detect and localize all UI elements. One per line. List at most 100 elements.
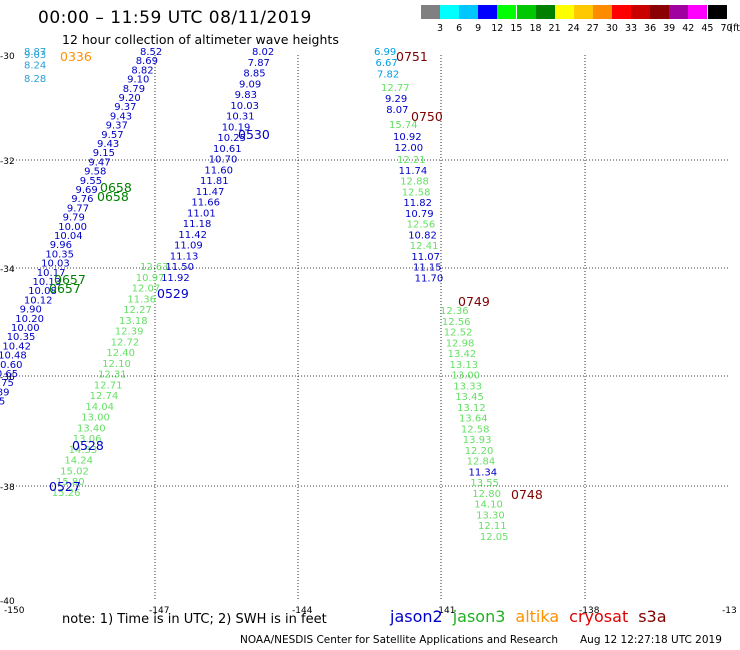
wave-height-label: 11.92 (161, 273, 190, 284)
color-swatch (421, 5, 441, 19)
wave-height-label: 7.87 (248, 58, 270, 69)
latitude-tick-label: -38 (0, 483, 15, 493)
pass-time-label: 0749 (458, 294, 490, 309)
longitude-tick-label: -144 (292, 606, 313, 616)
color-swatch (554, 5, 574, 19)
wave-height-label: 12.56 (407, 220, 436, 231)
wave-height-label: 12.72 (111, 337, 140, 348)
wave-height-label: 9.90 (20, 305, 42, 316)
wave-height-label: 12.07 (132, 284, 161, 295)
longitude-tick-label: -138 (579, 606, 600, 616)
color-swatch (707, 5, 727, 19)
wave-height-label: 10.82 (408, 230, 437, 241)
wave-height-label: 10.13 (33, 277, 62, 288)
color-scale-unit: (ft) (729, 23, 740, 34)
wave-height-label: 9.77 (67, 203, 89, 214)
wave-height-label: 8.52 (140, 47, 162, 58)
wave-height-label: 12.41 (410, 241, 439, 252)
wave-height-label: 9.15 (93, 148, 115, 159)
wave-height-label: 11.07 (411, 252, 440, 263)
wave-height-label: 12.63 (140, 262, 169, 273)
wave-height-label: 7.82 (377, 69, 399, 80)
credit-text: NOAA/NESDIS Center for Satellite Applica… (240, 634, 558, 646)
wave-height-label: 13.00 (81, 413, 110, 424)
wave-height-label: 9.43 (110, 111, 132, 122)
wave-height-label: 12.56 (442, 317, 471, 328)
pass-time-label: 0527 (49, 479, 81, 494)
latitude-tick-label: -32 (0, 157, 15, 167)
wave-height-label: 12.80 (472, 489, 501, 500)
color-swatch (516, 5, 536, 19)
longitude-tick-label: -13 (722, 606, 737, 616)
wave-height-label: 8.28 (24, 74, 46, 85)
wave-height-label: 9.37 (106, 121, 128, 132)
wave-height-label: 8.85 (243, 69, 265, 80)
wave-height-label: 12.27 (123, 305, 152, 316)
satellite-legend: jason2 jason3 altika cryosat s3a (390, 607, 677, 626)
wave-height-label: 12.88 (400, 177, 429, 188)
wave-height-label: 11.15 (413, 263, 442, 274)
wave-height-label: 11.25 (0, 397, 5, 408)
wave-height-label: 15.74 (389, 120, 418, 131)
wave-height-label: 10.70 (209, 155, 238, 166)
wave-height-label: 13.42 (448, 349, 477, 360)
wave-height-label: 11.13 (170, 251, 199, 262)
wave-height-label: 10.03 (41, 259, 70, 270)
wave-height-label: 9.83 (235, 90, 257, 101)
wave-height-label: 12.31 (98, 370, 127, 381)
wave-height-label: 13.00 (451, 371, 480, 382)
map-subtitle: 12 hour collection of altimeter wave hei… (62, 32, 339, 47)
color-swatch (573, 5, 593, 19)
wave-height-label: 9.10 (127, 75, 149, 86)
longitude-tick-label: -147 (149, 606, 169, 616)
wave-height-label: 9.47 (88, 157, 110, 168)
wave-height-label: 9.58 (84, 167, 106, 178)
wave-height-label: 10.79 (405, 209, 434, 220)
wave-height-label: 9.69 (76, 185, 98, 196)
wave-height-label: 14.10 (474, 500, 503, 511)
wave-height-label: 10.00 (11, 323, 40, 334)
wave-height-label: 10.03 (230, 101, 259, 112)
wave-height-label: 10.97 (136, 273, 165, 284)
wave-height-label: 10.20 (15, 314, 44, 325)
wave-height-label: 8.82 (131, 65, 153, 76)
latitude-tick-label: -36 (0, 373, 15, 383)
wave-height-label: 8.07 (386, 105, 408, 116)
wave-height-label: 12.74 (90, 391, 119, 402)
color-swatch (478, 5, 498, 19)
color-scale-label: 33 (624, 23, 638, 34)
wave-height-label: 11.34 (469, 467, 498, 478)
wave-height-label: 10.60 (0, 360, 22, 371)
wave-height-label: 12.58 (461, 424, 490, 435)
wave-height-label: 8.02 (252, 47, 274, 58)
generated-timestamp: Aug 12 12:27:18 UTC 2019 (580, 634, 722, 646)
wave-height-label: 10.89 (0, 387, 10, 398)
latitude-tick-label: -34 (0, 265, 15, 275)
note-text: note: 1) Time is in UTC; 2) SWH is in fe… (62, 612, 327, 627)
wave-height-label: 10.25 (217, 133, 246, 144)
wave-height-label: 11.47 (196, 187, 225, 198)
wave-height-label: 13.64 (459, 414, 488, 425)
wave-height-label: 12.77 (381, 83, 410, 94)
wave-height-label: 10.61 (213, 144, 242, 155)
wave-height-label: 10.08 (28, 286, 57, 297)
wave-height-label: 9.43 (97, 139, 119, 150)
wave-height-label: 6.67 (376, 58, 398, 69)
wave-height-label: 11.60 (204, 165, 233, 176)
wave-height-label: 11.31 (0, 406, 1, 417)
wave-height-label: 6.99 (374, 47, 396, 58)
color-swatch (612, 5, 632, 19)
wave-height-label: 10.42 (2, 341, 31, 352)
wave-height-label: 10.12 (24, 295, 53, 306)
color-swatch (669, 5, 689, 19)
pass-time-label: 0751 (396, 49, 428, 64)
wave-height-label: 11.74 (399, 166, 428, 177)
legend-item-cryosat: cryosat (569, 607, 629, 626)
color-scale-label: 6 (456, 23, 463, 34)
color-swatch (688, 5, 708, 19)
color-scale-label: 45 (701, 23, 714, 34)
wave-height-label: 10.35 (45, 249, 74, 260)
wave-height-label: 13.12 (457, 403, 486, 414)
map-title: 00:00 – 11:59 UTC 08/11/2019 (38, 8, 312, 28)
wave-height-label: 9.96 (50, 240, 72, 251)
